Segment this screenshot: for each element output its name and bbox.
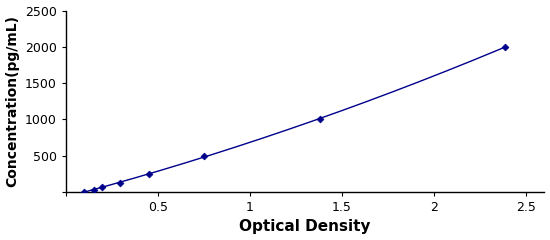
Y-axis label: Concentration(pg/mL): Concentration(pg/mL) bbox=[6, 15, 20, 187]
X-axis label: Optical Density: Optical Density bbox=[239, 219, 371, 234]
